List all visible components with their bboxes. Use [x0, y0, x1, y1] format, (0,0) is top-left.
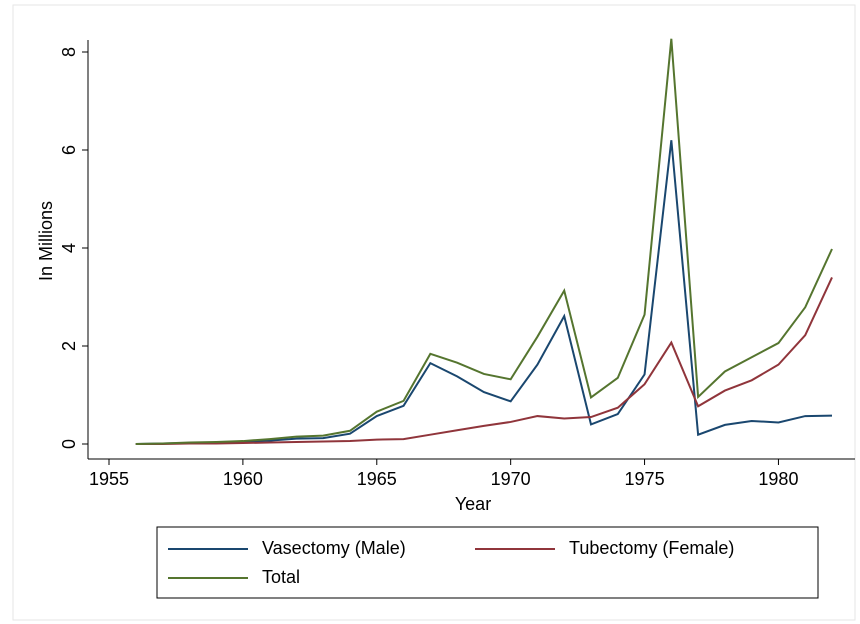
legend-box [156, 526, 819, 599]
x-tick-label: 1965 [357, 469, 397, 489]
x-axis-label: Year [455, 494, 491, 514]
y-axis-label: In Millions [36, 201, 56, 281]
y-tick-label: 0 [59, 439, 79, 449]
series-line [135, 38, 833, 445]
series-line [135, 140, 833, 445]
series-line [135, 276, 833, 445]
legend-label: Vasectomy (Male) [262, 538, 406, 558]
y-tick-label: 8 [59, 47, 79, 57]
x-tick-label: 1955 [89, 469, 129, 489]
legend-label: Total [262, 567, 300, 587]
x-tick-label: 1960 [223, 469, 263, 489]
x-tick-label: 1975 [625, 469, 665, 489]
y-tick-label: 4 [59, 243, 79, 253]
x-tick-label: 1970 [491, 469, 531, 489]
y-tick-label: 6 [59, 145, 79, 155]
chart-frame [12, 4, 856, 621]
x-tick-label: 1980 [758, 469, 798, 489]
y-tick-label: 2 [59, 341, 79, 351]
legend-label: Tubectomy (Female) [569, 538, 734, 558]
